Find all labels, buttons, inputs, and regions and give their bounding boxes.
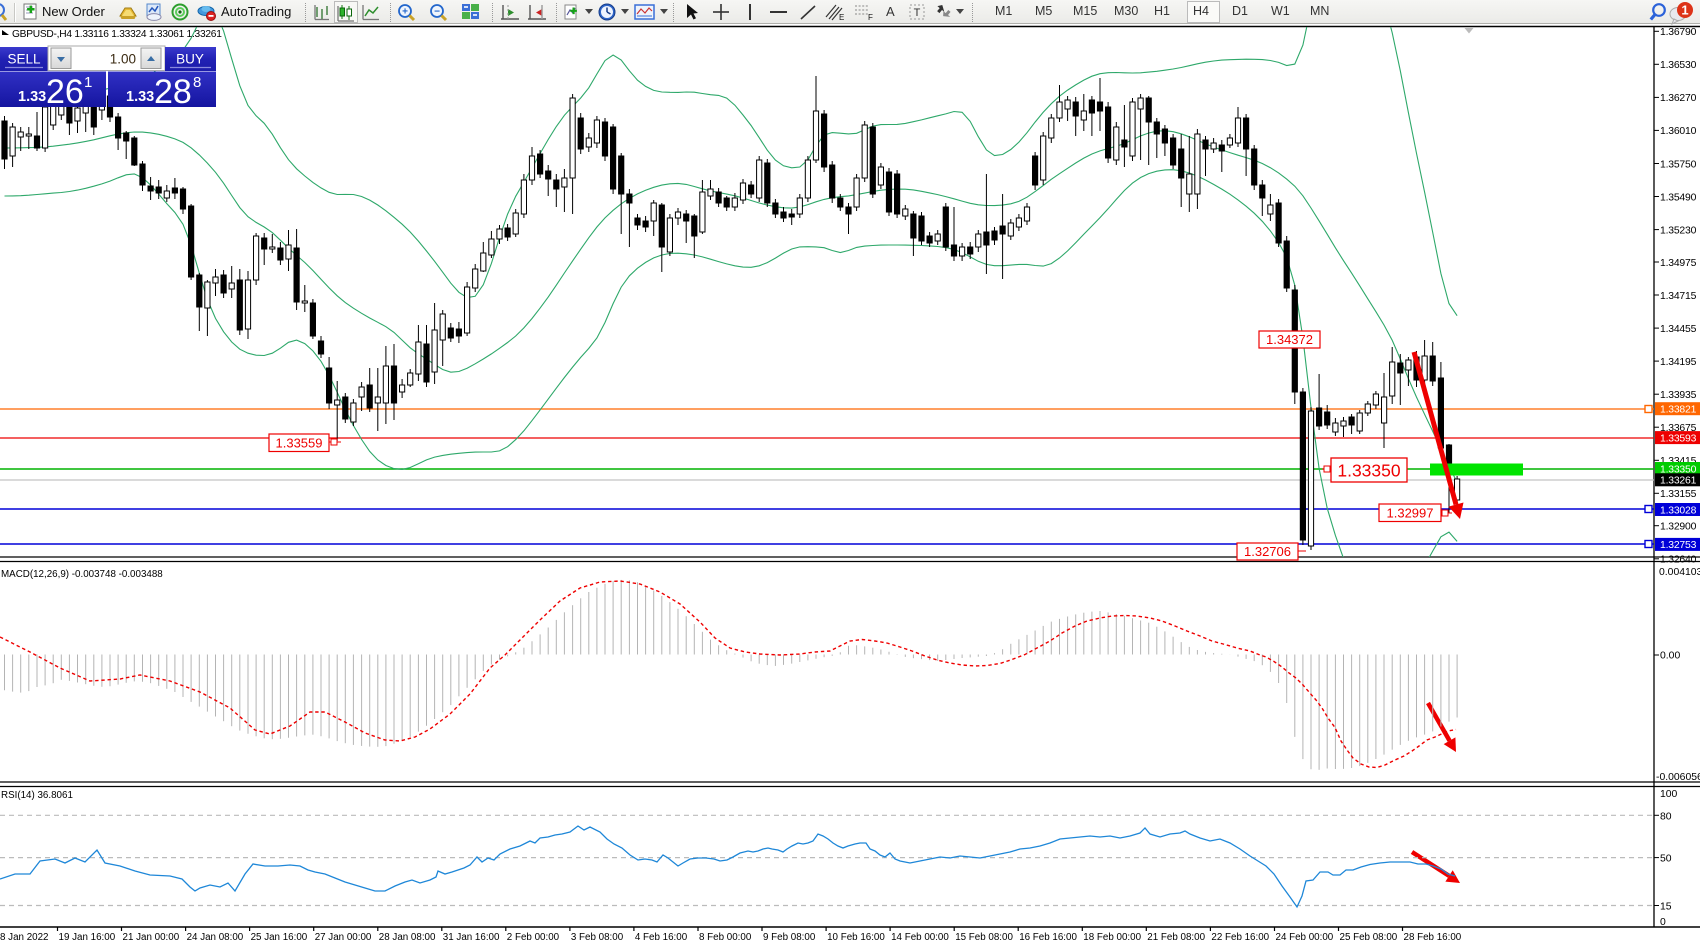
svg-text:8 Feb 00:00: 8 Feb 00:00 bbox=[699, 932, 752, 942]
svg-text:24 Feb 00:00: 24 Feb 00:00 bbox=[1276, 932, 1334, 942]
svg-text:26: 26 bbox=[46, 73, 84, 111]
svg-text:18 Feb 00:00: 18 Feb 00:00 bbox=[1083, 932, 1141, 942]
svg-text:1.32640: 1.32640 bbox=[1660, 555, 1697, 566]
svg-text:0.00: 0.00 bbox=[1660, 651, 1680, 662]
svg-text:BUY: BUY bbox=[176, 52, 204, 67]
svg-text:MACD(12,26,9) -0.003748 -0.003: MACD(12,26,9) -0.003748 -0.003488 bbox=[1, 569, 163, 580]
svg-text:21 Feb 08:00: 21 Feb 08:00 bbox=[1147, 932, 1205, 942]
svg-text:1.33559: 1.33559 bbox=[276, 435, 323, 450]
svg-text:1.32900: 1.32900 bbox=[1660, 522, 1697, 533]
svg-text:SELL: SELL bbox=[7, 52, 41, 67]
svg-text:80: 80 bbox=[1660, 811, 1672, 822]
svg-text:28 Feb 16:00: 28 Feb 16:00 bbox=[1404, 932, 1462, 942]
svg-text:1.33350: 1.33350 bbox=[1660, 464, 1697, 475]
svg-text:1.34372: 1.34372 bbox=[1266, 332, 1313, 347]
svg-text:1.34455: 1.34455 bbox=[1660, 324, 1697, 335]
svg-text:9 Feb 08:00: 9 Feb 08:00 bbox=[763, 932, 816, 942]
svg-text:1.33593: 1.33593 bbox=[1660, 433, 1697, 444]
svg-text:1.34975: 1.34975 bbox=[1660, 258, 1697, 269]
svg-text:8 Jan 2022: 8 Jan 2022 bbox=[0, 932, 48, 942]
svg-text:15: 15 bbox=[1660, 902, 1672, 913]
svg-text:25 Feb 08:00: 25 Feb 08:00 bbox=[1340, 932, 1398, 942]
svg-text:31 Jan 16:00: 31 Jan 16:00 bbox=[443, 932, 500, 942]
svg-text:0.004103: 0.004103 bbox=[1659, 567, 1700, 578]
svg-text:+: + bbox=[402, 7, 408, 18]
svg-text:28 Jan 08:00: 28 Jan 08:00 bbox=[379, 932, 436, 942]
svg-text:1.33: 1.33 bbox=[126, 89, 154, 105]
svg-text:1.33155: 1.33155 bbox=[1660, 489, 1697, 500]
svg-text:1.36790: 1.36790 bbox=[1660, 27, 1697, 38]
svg-text:1.32753: 1.32753 bbox=[1660, 540, 1697, 551]
svg-text:0: 0 bbox=[1660, 917, 1666, 928]
svg-text:F: F bbox=[868, 13, 873, 22]
svg-text:1.33261: 1.33261 bbox=[1660, 476, 1697, 487]
svg-text:1.00: 1.00 bbox=[110, 52, 136, 67]
svg-text:1: 1 bbox=[84, 74, 92, 91]
svg-text:16 Feb 16:00: 16 Feb 16:00 bbox=[1019, 932, 1077, 942]
svg-text:50: 50 bbox=[1660, 854, 1672, 865]
svg-text:19 Jan 16:00: 19 Jan 16:00 bbox=[59, 932, 116, 942]
svg-text:27 Jan 00:00: 27 Jan 00:00 bbox=[315, 932, 372, 942]
svg-text:-0.006056: -0.006056 bbox=[1656, 772, 1700, 783]
svg-text:1.33821: 1.33821 bbox=[1660, 405, 1697, 416]
svg-text:14 Feb 00:00: 14 Feb 00:00 bbox=[891, 932, 949, 942]
svg-text:GBPUSD-,H4 1.33116 1.33324 1.: GBPUSD-,H4 1.33116 1.33324 1.33061 1.332… bbox=[12, 29, 222, 40]
svg-text:E: E bbox=[839, 13, 844, 22]
svg-text:1.33415: 1.33415 bbox=[1660, 456, 1697, 467]
svg-text:10 Feb 16:00: 10 Feb 16:00 bbox=[827, 932, 885, 942]
svg-text:1.32706: 1.32706 bbox=[1244, 544, 1291, 559]
svg-text:1.36530: 1.36530 bbox=[1660, 60, 1697, 71]
svg-text:3 Feb 08:00: 3 Feb 08:00 bbox=[571, 932, 624, 942]
svg-text:1.35750: 1.35750 bbox=[1660, 159, 1697, 170]
svg-text:21 Jan 00:00: 21 Jan 00:00 bbox=[123, 932, 180, 942]
svg-text:T: T bbox=[914, 7, 921, 19]
svg-text:2 Feb 00:00: 2 Feb 00:00 bbox=[507, 932, 560, 942]
svg-text:24 Jan 08:00: 24 Jan 08:00 bbox=[187, 932, 244, 942]
svg-text:1.33935: 1.33935 bbox=[1660, 390, 1697, 401]
svg-text:8: 8 bbox=[193, 74, 201, 91]
svg-text:1.36270: 1.36270 bbox=[1660, 93, 1697, 104]
svg-text:1.33350: 1.33350 bbox=[1337, 461, 1401, 481]
svg-text:1.35230: 1.35230 bbox=[1660, 225, 1697, 236]
svg-text:1.33: 1.33 bbox=[18, 89, 46, 105]
svg-text:1.34195: 1.34195 bbox=[1660, 357, 1697, 368]
svg-text:15 Feb 08:00: 15 Feb 08:00 bbox=[955, 932, 1013, 942]
svg-text:1.34715: 1.34715 bbox=[1660, 291, 1697, 302]
svg-text:1.33028: 1.33028 bbox=[1660, 505, 1697, 516]
svg-text:1.35490: 1.35490 bbox=[1660, 192, 1697, 203]
svg-text:1.33675: 1.33675 bbox=[1660, 423, 1697, 434]
svg-text:RSI(14) 36.8061: RSI(14) 36.8061 bbox=[1, 790, 73, 801]
svg-text:28: 28 bbox=[154, 73, 192, 111]
svg-text:1.32997: 1.32997 bbox=[1387, 505, 1434, 520]
svg-text:25 Jan 16:00: 25 Jan 16:00 bbox=[251, 932, 308, 942]
svg-text:1: 1 bbox=[1681, 3, 1688, 18]
svg-text:100: 100 bbox=[1660, 789, 1678, 800]
svg-text:4 Feb 16:00: 4 Feb 16:00 bbox=[635, 932, 688, 942]
svg-text:−: − bbox=[434, 7, 440, 18]
svg-text:1.36010: 1.36010 bbox=[1660, 126, 1697, 137]
svg-text:22 Feb 16:00: 22 Feb 16:00 bbox=[1211, 932, 1269, 942]
